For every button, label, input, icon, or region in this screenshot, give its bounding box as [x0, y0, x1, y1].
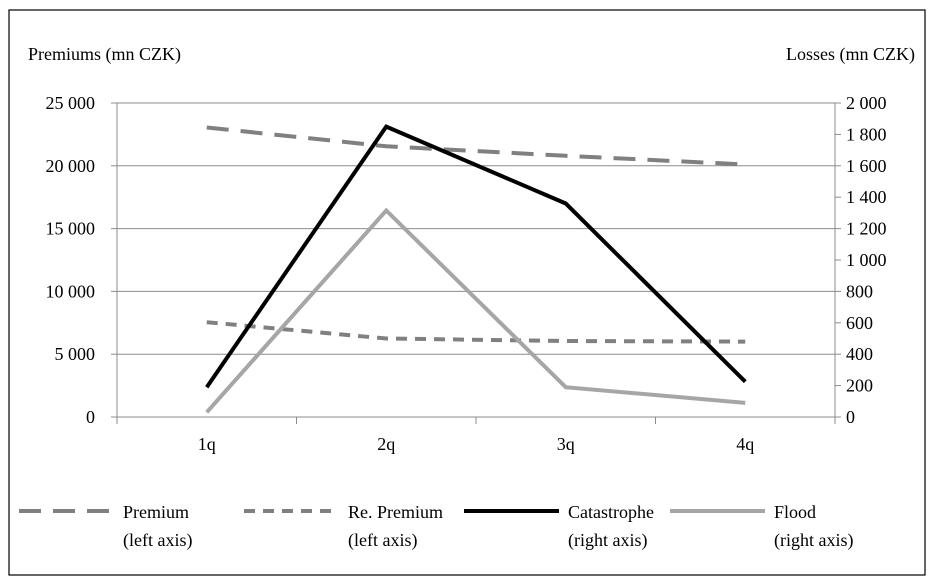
x-axis-tick-label: 4q — [736, 434, 754, 454]
legend-note-flood: (right axis) — [774, 530, 853, 551]
left-axis-tick-label: 25 000 — [46, 93, 96, 113]
right-axis-tick-label: 1 200 — [846, 219, 887, 239]
right-axis-tick-label: 2 000 — [846, 93, 887, 113]
right-axis-tick-label: 1 000 — [846, 250, 887, 270]
left-axis-tick-label: 10 000 — [46, 281, 96, 301]
series-lines — [205, 124, 747, 414]
x-axis-tick-label: 1q — [198, 434, 216, 454]
right-axis-tick-label: 200 — [846, 376, 873, 396]
legend: Premium (left axis) Re. Premium (left axis)… — [19, 502, 853, 551]
left-axis-tick-label: 20 000 — [46, 156, 96, 176]
series-line-re-premium — [206, 320, 746, 344]
right-axis-tick-label: 1 400 — [846, 187, 887, 207]
series-line-premium — [206, 125, 746, 167]
right-axis-tick-label: 600 — [846, 313, 873, 333]
left-axis-tick-label: 5 000 — [55, 344, 96, 364]
legend-note-re-premium: (left axis) — [348, 530, 417, 551]
right-axis-tick-label: 1 600 — [846, 156, 887, 176]
legend-note-premium: (left axis) — [123, 530, 192, 551]
legend-note-catastrophe: (right axis) — [568, 530, 647, 551]
x-axis-tick-label: 3q — [557, 434, 575, 454]
x-axis-tick-label: 2q — [377, 434, 395, 454]
legend-label-premium: Premium — [123, 502, 189, 522]
left-axis-label: Premiums (mn CZK) — [28, 44, 181, 65]
legend-label-re-premium: Re. Premium — [348, 502, 443, 522]
right-axis-tick-label: 0 — [846, 407, 855, 427]
left-axis-tick-label: 15 000 — [46, 219, 96, 239]
right-axis-label: Losses (mn CZK) — [786, 44, 915, 65]
left-axis-tick-label: 0 — [86, 407, 95, 427]
series-line-catastrophe — [205, 124, 747, 389]
right-axis-tick-label: 800 — [846, 281, 873, 301]
legend-label-catastrophe: Catastrophe — [568, 502, 654, 522]
right-axis-tick-label: 1 800 — [846, 124, 887, 144]
right-axis-tick-label: 400 — [846, 344, 873, 364]
axes: 0 5 000 10 000 15 000 20 000 25 000 0 200 400 600… — [46, 93, 887, 454]
series-line-flood — [205, 207, 746, 414]
legend-label-flood: Flood — [774, 502, 816, 522]
